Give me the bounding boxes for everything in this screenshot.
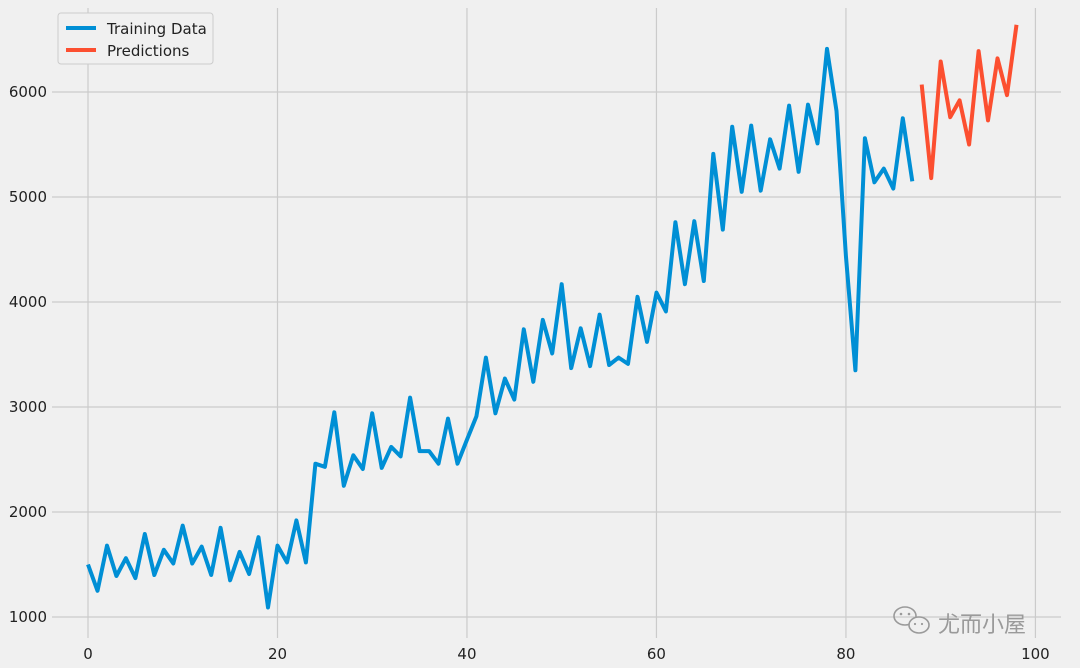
series-line-predictions xyxy=(919,24,1019,181)
watermark: 尤而小屋 xyxy=(893,606,1026,638)
y-tick-label: 3000 xyxy=(9,398,47,416)
x-tick-label: 0 xyxy=(83,645,93,663)
legend-box xyxy=(57,12,214,65)
x-tick-label: 80 xyxy=(836,645,855,663)
legend: Training Data Predictions xyxy=(57,12,214,65)
watermark-text: 尤而小屋 xyxy=(938,613,1026,638)
wechat-icon xyxy=(893,606,930,634)
y-tick-label: 6000 xyxy=(9,83,47,101)
grid-lines xyxy=(52,8,1061,638)
legend-label-training: Training Data xyxy=(106,20,207,38)
series-line-training-data xyxy=(86,46,915,610)
x-tick-label: 60 xyxy=(647,645,666,663)
y-tick-label: 2000 xyxy=(9,503,47,521)
x-tick-label: 20 xyxy=(268,645,287,663)
y-tick-label: 1000 xyxy=(9,608,47,626)
y-tick-label: 4000 xyxy=(9,293,47,311)
x-tick-label: 100 xyxy=(1021,645,1050,663)
legend-label-predictions: Predictions xyxy=(107,42,190,60)
tick-labels: 0 20 40 60 80 100 1000 2000 3000 4000 5000 6000 xyxy=(9,83,1050,663)
series-layer xyxy=(86,24,1019,610)
y-tick-label: 5000 xyxy=(9,188,47,206)
x-tick-label: 40 xyxy=(457,645,476,663)
